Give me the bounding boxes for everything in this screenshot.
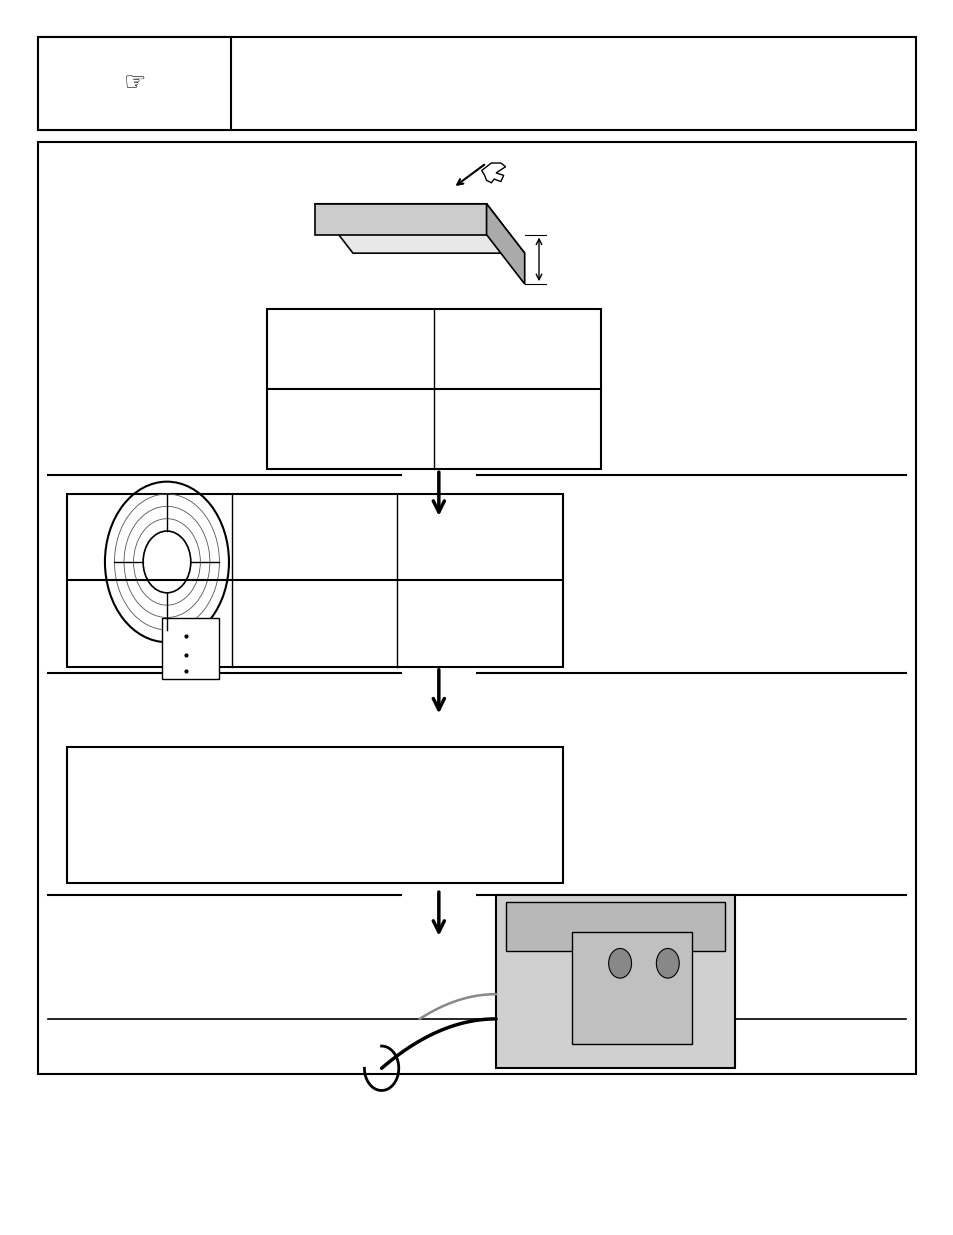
Bar bbox=[496, 895, 734, 1068]
Polygon shape bbox=[486, 204, 524, 284]
Bar bbox=[38, 142, 915, 1074]
Polygon shape bbox=[481, 163, 505, 183]
Circle shape bbox=[656, 948, 679, 978]
Bar bbox=[505, 902, 724, 951]
Bar bbox=[162, 618, 219, 679]
Bar bbox=[67, 747, 562, 883]
Polygon shape bbox=[314, 204, 524, 253]
Bar bbox=[267, 309, 600, 469]
Circle shape bbox=[608, 948, 631, 978]
Bar bbox=[572, 932, 691, 1044]
Bar bbox=[38, 37, 915, 130]
Text: ☞: ☞ bbox=[123, 72, 146, 95]
Polygon shape bbox=[314, 204, 486, 235]
Bar bbox=[38, 37, 231, 130]
Bar bbox=[67, 494, 562, 667]
